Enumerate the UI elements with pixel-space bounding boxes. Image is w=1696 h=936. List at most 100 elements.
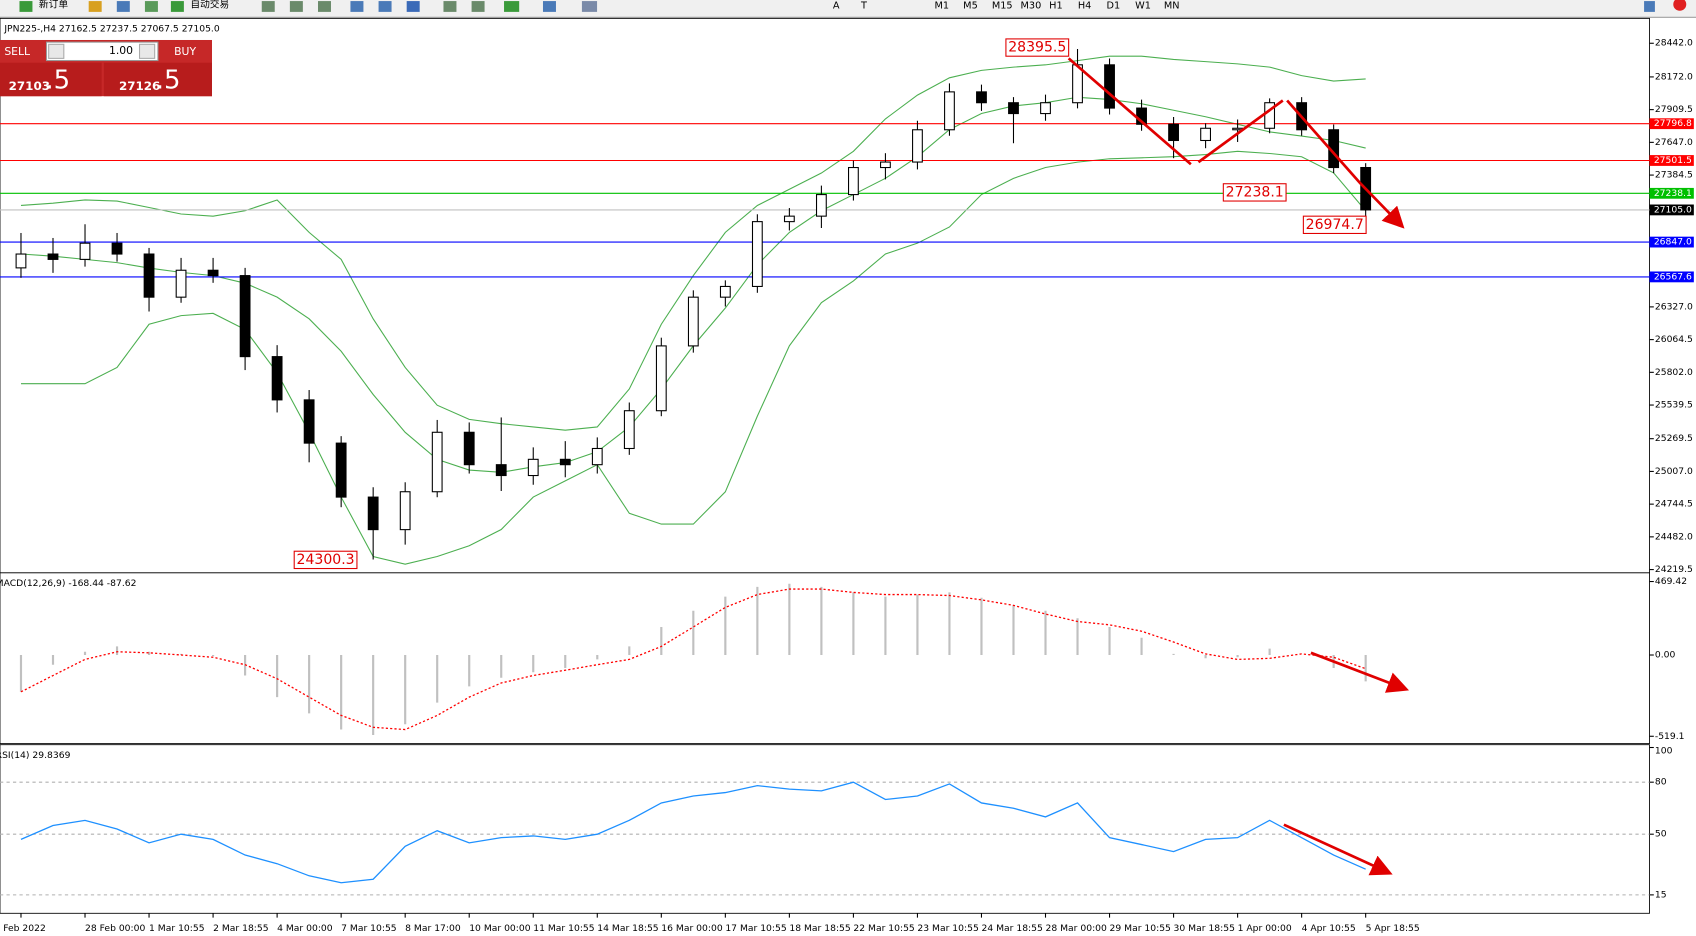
- timeframe-button[interactable]: H1: [1049, 0, 1063, 11]
- candle-body: [1104, 64, 1115, 109]
- y-tick-label: 15: [1655, 889, 1667, 900]
- y-tick-label: 25802.0: [1655, 367, 1693, 378]
- x-tick-label: 10 Mar 00:00: [469, 923, 531, 934]
- y-tick-label: 24219.5: [1655, 564, 1693, 575]
- sell-price-big[interactable]: .5: [45, 66, 70, 96]
- y-tick-label: 25007.0: [1655, 466, 1693, 477]
- level-label: 27796.8: [1654, 118, 1692, 129]
- candle-body: [591, 447, 603, 466]
- level-label: 26567.6: [1654, 271, 1692, 282]
- candle-body: [1040, 102, 1051, 115]
- timeframe-button[interactable]: M1: [935, 0, 950, 11]
- rsi-line: [20, 781, 1366, 884]
- bollinger-upper: [20, 55, 1366, 431]
- level-label-bg: [1649, 271, 1694, 283]
- candle-body: [143, 253, 155, 298]
- buy-price-big[interactable]: .5: [156, 66, 181, 96]
- annotation-box: [293, 550, 358, 570]
- trend-arrows: [1067, 57, 1410, 876]
- y-tick-label: 80: [1655, 777, 1667, 788]
- x-tick-label: 16 Mar 00:00: [661, 923, 723, 934]
- x-tick-label: 7 Mar 10:55: [341, 923, 397, 934]
- toolbar-auto-trading[interactable]: 自动交易: [190, 0, 229, 10]
- candle-body: [335, 442, 347, 498]
- price-label-bg: [1649, 204, 1694, 216]
- pane-title: MACD(12,26,9) -168.44 -87.62: [0, 578, 136, 589]
- x-tick-label: 5 Apr 18:55: [1366, 923, 1420, 934]
- candle-body: [527, 458, 539, 477]
- annotation: 26974.7: [1306, 217, 1364, 233]
- x-tick-label: 18 Mar 18:55: [789, 923, 851, 934]
- volume-input[interactable]: 1.00: [109, 44, 133, 57]
- x-tick-label: 28 Mar 00:00: [1046, 923, 1108, 934]
- y-tick-label: 0.00: [1655, 650, 1676, 661]
- candle-body: [431, 431, 443, 493]
- timeframe-button[interactable]: D1: [1107, 0, 1121, 11]
- x-tick-label: 22 Mar 10:55: [853, 923, 915, 934]
- y-tick-label: 28442.0: [1655, 38, 1693, 49]
- toolbar-tool[interactable]: A: [833, 0, 840, 11]
- timeframe-button[interactable]: H4: [1078, 0, 1092, 11]
- candle-body: [47, 253, 59, 260]
- level-label: 27501.5: [1654, 155, 1692, 166]
- level-label-bg: [1649, 118, 1694, 130]
- x-tick-label: Feb 2022: [3, 923, 46, 934]
- timeframe-button[interactable]: W1: [1135, 0, 1151, 11]
- x-tick-label: 4 Mar 00:00: [277, 923, 333, 934]
- timeframe-button[interactable]: MN: [1164, 0, 1180, 11]
- candle-body: [655, 345, 667, 412]
- y-tick-label: 28172.0: [1655, 71, 1693, 82]
- candle-body: [912, 129, 923, 163]
- candle-body: [1264, 102, 1276, 129]
- y-tick-label: 25269.5: [1655, 433, 1693, 444]
- y-tick-label: 100: [1655, 746, 1673, 757]
- candle-body: [303, 399, 315, 444]
- annotation-box: [1222, 183, 1287, 202]
- candle-body: [1200, 127, 1211, 142]
- buy-button[interactable]: BUY: [174, 45, 196, 58]
- x-tick-label: 29 Mar 10:55: [1110, 923, 1172, 934]
- candle-body: [719, 285, 731, 298]
- candle-body: [976, 91, 987, 104]
- y-tick-label: 26327.0: [1655, 301, 1693, 312]
- candle-body: [79, 242, 91, 260]
- x-tick-label: 8 Mar 17:00: [405, 923, 461, 934]
- candle-body: [880, 161, 891, 169]
- candle-body: [848, 166, 859, 196]
- x-tick-label: 2 Mar 18:55: [213, 923, 269, 934]
- sell-price[interactable]: 27103: [9, 79, 50, 93]
- level-label-bg: [1649, 155, 1694, 166]
- x-tick-label: 11 Mar 10:55: [533, 923, 595, 934]
- timeframe-button[interactable]: M5: [963, 0, 978, 11]
- y-tick-label: 25539.5: [1655, 400, 1693, 411]
- x-tick-label: 30 Mar 18:55: [1174, 923, 1236, 934]
- level-label-bg: [1649, 236, 1694, 248]
- y-tick-label: 24744.5: [1655, 499, 1693, 510]
- macd-pane: [0, 572, 1650, 745]
- candle-body: [623, 410, 635, 450]
- annotation: 24300.3: [297, 552, 355, 568]
- x-tick-label: 14 Mar 18:55: [597, 923, 659, 934]
- candle-body: [367, 496, 379, 531]
- toolbar-tool[interactable]: T: [860, 0, 867, 11]
- timeframe-button[interactable]: M30: [1021, 0, 1042, 11]
- pane-title: JPN225-,H4 27162.5 27237.5 27067.5 27105…: [3, 24, 220, 35]
- toolbar-new-order[interactable]: 新订单: [39, 0, 68, 10]
- candle-body: [1168, 123, 1179, 142]
- toolbar-icons: [19, 0, 1687, 12]
- y-tick-label: 27384.5: [1655, 170, 1693, 181]
- candle-body: [207, 269, 219, 277]
- candle-body: [271, 356, 283, 401]
- level-label-bg: [1649, 187, 1694, 199]
- y-tick-label: 27909.5: [1655, 104, 1693, 115]
- rsi-pane: [0, 744, 1650, 914]
- x-tick-label: 1 Apr 00:00: [1238, 923, 1292, 934]
- x-tick-label: 28 Feb 00:00: [85, 923, 145, 934]
- y-tick-label: 50: [1655, 829, 1667, 840]
- timeframe-button[interactable]: M15: [992, 0, 1013, 11]
- buy-price[interactable]: 27126: [119, 79, 160, 93]
- candle-body: [751, 221, 763, 287]
- sell-button[interactable]: SELL: [4, 45, 30, 58]
- candle-body: [687, 296, 699, 347]
